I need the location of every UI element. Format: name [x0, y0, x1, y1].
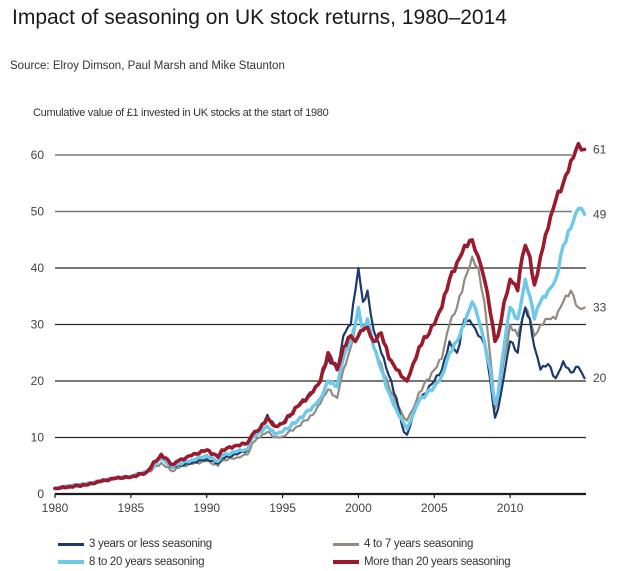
legend-label: 8 to 20 years seasoning	[89, 556, 205, 568]
y-axis-ticks: 0 10 20 30 40 50 60	[31, 148, 45, 501]
legend: 3 years or less seasoning 8 to 20 years …	[0, 536, 640, 571]
x-tick-label: 1990	[193, 501, 220, 515]
end-label-8-to-20-years-seasoning: 49	[593, 207, 607, 221]
x-tick-label: 1995	[269, 501, 296, 515]
legend-swatch	[333, 560, 359, 564]
y-tick-label: 50	[31, 205, 45, 219]
line-chart: 0 10 20 30 40 50 60 1980 1985 1990 1995 2000 2005 20…	[31, 141, 607, 515]
y-tick-label: 0	[37, 487, 44, 501]
legend-label: 3 years or less seasoning	[89, 538, 212, 550]
x-axis: 1980 1985 1990 1995 2000 2005 2010	[42, 492, 586, 515]
y-tick-label: 30	[31, 318, 45, 332]
chart-title: Impact of seasoning on UK stock returns,…	[12, 6, 507, 29]
end-label-more-than-20-years-seasoning: 61	[593, 142, 607, 156]
y-tick-label: 20	[31, 374, 45, 388]
end-labels: 33 20 49 61	[593, 142, 607, 385]
y-tick-label: 10	[31, 431, 45, 445]
legend-swatch	[333, 542, 359, 546]
y-tick-label: 60	[31, 148, 45, 162]
series-line-8-to-20-years-seasoning	[53, 206, 587, 491]
chart-subtitle: Cumulative value of £1 invested in UK st…	[33, 107, 329, 119]
series-line-more-than-20-years-seasoning	[53, 141, 587, 491]
x-tick-label: 1985	[118, 501, 145, 515]
legend-item-3-years-or-less: 3 years or less seasoning	[58, 538, 212, 550]
y-tick-label: 40	[31, 261, 45, 275]
end-label-4-to-7-years-seasoning: 33	[593, 301, 607, 315]
series-lines	[53, 141, 587, 491]
legend-swatch	[58, 560, 84, 564]
legend-item-4-to-7-years: 4 to 7 years seasoning	[333, 538, 473, 550]
legend-label: 4 to 7 years seasoning	[364, 538, 474, 550]
source-note: Source: Elroy Dimson, Paul Marsh and Mik…	[10, 60, 285, 72]
x-tick-label: 2000	[345, 501, 372, 515]
end-label-3-years-or-less-seasoning: 20	[593, 371, 607, 385]
legend-item-8-to-20-years: 8 to 20 years seasoning	[58, 556, 205, 568]
legend-swatch	[58, 542, 84, 546]
x-tick-label: 2010	[497, 501, 524, 515]
x-tick-label: 2005	[421, 501, 448, 515]
x-tick-label: 1980	[42, 501, 69, 515]
legend-item-more-than-20-years: More than 20 years seasoning	[333, 556, 511, 568]
legend-label: More than 20 years seasoning	[364, 556, 511, 568]
